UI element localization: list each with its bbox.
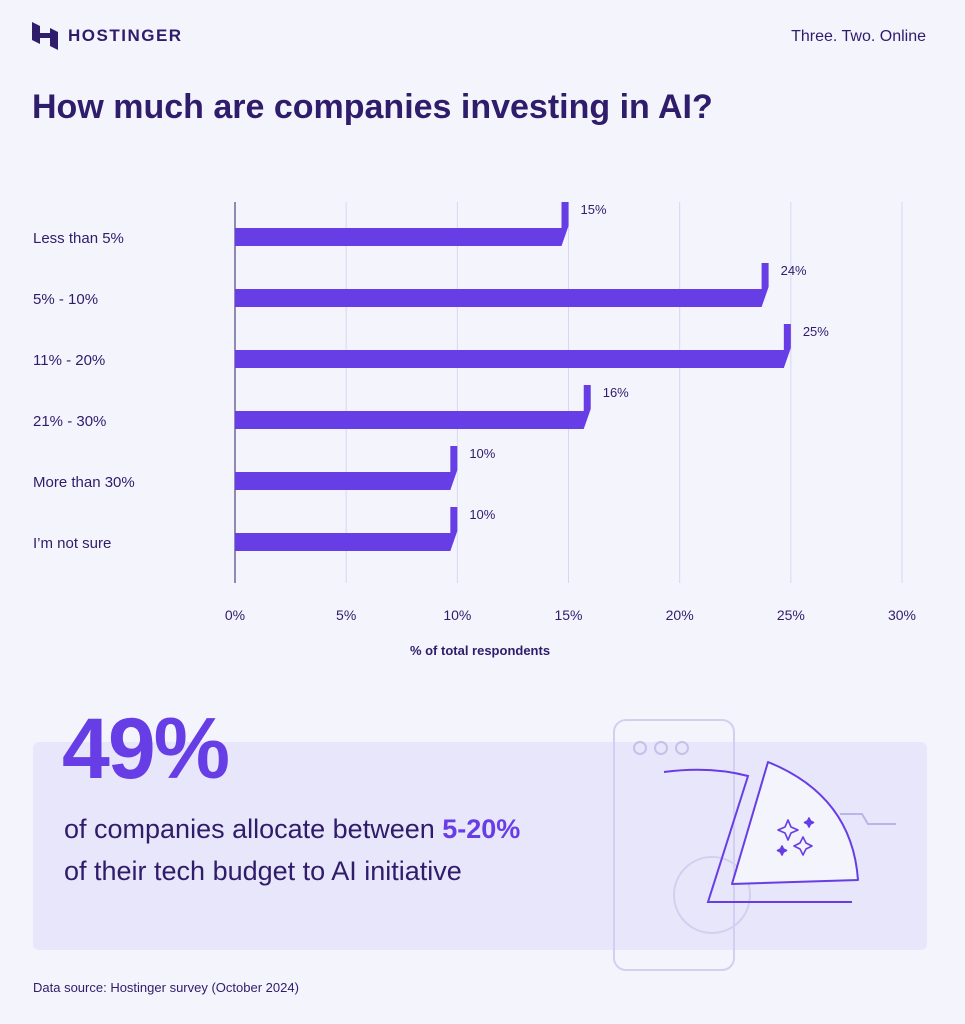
sparkle-icon bbox=[776, 817, 815, 856]
header: HOSTINGER Three. Two. Online bbox=[32, 22, 932, 52]
data-label: 10% bbox=[469, 446, 495, 461]
data-source: Data source: Hostinger survey (October 2… bbox=[33, 980, 299, 995]
x-tick-label: 15% bbox=[554, 607, 582, 623]
category-label: I’m not sure bbox=[33, 535, 111, 552]
bar bbox=[235, 385, 591, 429]
bar bbox=[235, 263, 769, 307]
data-label: 16% bbox=[603, 385, 629, 400]
x-tick-label: 30% bbox=[888, 607, 916, 623]
bar bbox=[235, 202, 569, 246]
category-label: 21% - 30% bbox=[33, 413, 106, 430]
hostinger-logo-icon bbox=[32, 22, 58, 50]
big-stat: 49% bbox=[62, 701, 230, 797]
x-tick-label: 0% bbox=[225, 607, 245, 623]
bar bbox=[235, 507, 458, 551]
data-label: 25% bbox=[803, 324, 829, 339]
data-label: 10% bbox=[469, 507, 495, 522]
x-tick-label: 10% bbox=[443, 607, 471, 623]
callout-text: of companies allocate between 5-20% of t… bbox=[64, 808, 520, 892]
chart-title: How much are companies investing in AI? bbox=[32, 88, 713, 126]
x-tick-label: 25% bbox=[777, 607, 805, 623]
data-label: 24% bbox=[781, 263, 807, 278]
bar-chart: Less than 5% 15% 5% - 10% 24% 11% - 20% 25% 21… bbox=[33, 202, 916, 658]
data-label: 15% bbox=[581, 202, 607, 217]
brand-logo[interactable]: HOSTINGER bbox=[32, 22, 183, 50]
bar bbox=[235, 446, 458, 490]
category-label: 5% - 10% bbox=[33, 291, 98, 308]
browser-gauge-illustration bbox=[613, 719, 896, 971]
category-label: 11% - 20% bbox=[33, 352, 105, 369]
callout-highlight: 5-20% bbox=[442, 814, 521, 844]
x-axis-title: % of total respondents bbox=[410, 643, 550, 658]
category-label: Less than 5% bbox=[33, 230, 124, 247]
bar bbox=[235, 324, 791, 368]
x-tick-label: 20% bbox=[666, 607, 694, 623]
brand-tagline: Three. Two. Online bbox=[791, 28, 926, 45]
brand-name: HOSTINGER bbox=[68, 26, 183, 45]
x-tick-label: 5% bbox=[336, 607, 356, 623]
category-label: More than 30% bbox=[33, 474, 135, 491]
callout-line2: of their tech budget to AI initiative bbox=[64, 856, 462, 886]
callout-line1-prefix: of companies allocate between bbox=[64, 814, 443, 844]
